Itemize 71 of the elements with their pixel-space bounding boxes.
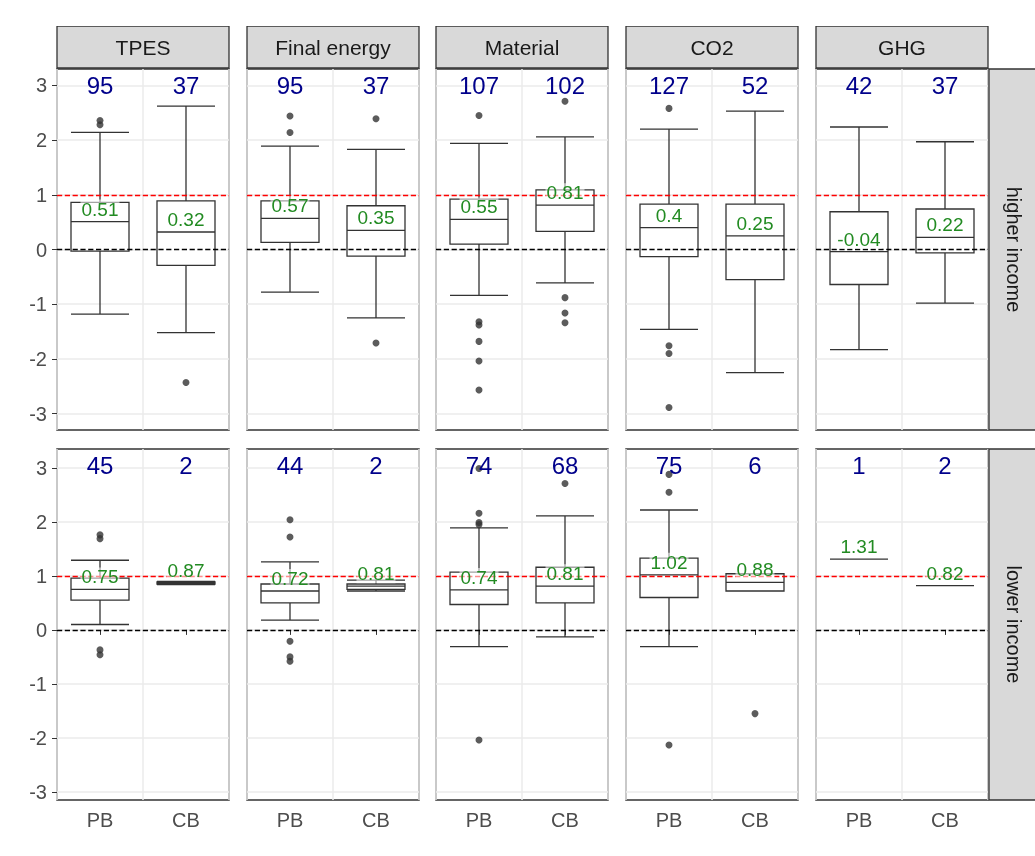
annotation: 45	[86, 451, 114, 479]
y-tick-label: -2	[29, 347, 47, 370]
y2-axis-title: higher income	[1003, 186, 1025, 313]
annotation: 74	[465, 451, 493, 479]
x-tick-label: CB	[362, 809, 390, 831]
annotation: 0.88	[736, 559, 774, 581]
y-tick-label: 2	[35, 510, 47, 533]
annotation: 2	[179, 451, 193, 479]
annotation: 44	[276, 451, 304, 479]
chart-title: CO2	[690, 36, 734, 59]
annotation: 107	[458, 71, 500, 99]
annotation: 95	[276, 71, 304, 99]
annotation: 0.25	[736, 212, 774, 234]
y-tick-label: 1	[35, 183, 47, 206]
chart-title: Final energy	[275, 36, 392, 59]
annotation: 0.75	[81, 566, 119, 588]
y-tick-label: 0	[35, 618, 47, 641]
annotation: 0.74	[460, 566, 498, 588]
x-tick-label: PB	[86, 809, 114, 831]
annotation: 127	[648, 71, 690, 99]
annotation: 0.82	[926, 562, 964, 584]
annotation: 0.57	[271, 195, 309, 217]
x-tick-label: PB	[465, 809, 493, 831]
y-tick-label: -2	[29, 726, 47, 749]
y-tick-label: -3	[29, 402, 47, 425]
annotation: 1	[852, 451, 866, 479]
annotation: 42	[845, 71, 873, 99]
chart-title: TPES	[115, 36, 171, 59]
annotation: 1.31	[840, 536, 878, 558]
y-tick-label: 3	[35, 456, 47, 479]
annotation: 37	[362, 71, 390, 99]
y-tick-label: 3	[35, 74, 47, 97]
chart-title: GHG	[878, 36, 926, 59]
x-tick-label: PB	[655, 809, 683, 831]
annotation: 6	[748, 451, 762, 479]
annotation: 102	[544, 71, 586, 99]
annotation: 0.4	[655, 204, 683, 226]
annotation: 0.72	[271, 568, 309, 590]
annotation: 2	[369, 451, 383, 479]
annotation: 37	[172, 71, 200, 99]
y-tick-label: -1	[29, 293, 47, 316]
y2-axis-title: lower income	[1003, 565, 1025, 684]
y-tick-label: 2	[35, 129, 47, 152]
annotation: 95	[86, 71, 114, 99]
annotation: 1.02	[650, 551, 688, 573]
x-tick-label: CB	[741, 809, 769, 831]
annotation: 0.81	[546, 182, 584, 204]
annotation: 75	[655, 451, 683, 479]
annotation: -0.04	[837, 228, 882, 250]
x-tick-label: PB	[845, 809, 873, 831]
annotation: 0.81	[357, 563, 395, 585]
annotation: 52	[741, 71, 769, 99]
y-tick-label: 0	[35, 238, 47, 261]
x-tick-label: PB	[276, 809, 304, 831]
x-tick-label: CB	[931, 809, 959, 831]
annotation: 0.81	[546, 563, 584, 585]
y-tick-label: 1	[35, 564, 47, 587]
annotation: 2	[938, 451, 952, 479]
annotation: 37	[931, 71, 959, 99]
y-tick-label: -3	[29, 780, 47, 803]
y-tick-label: -1	[29, 672, 47, 695]
annotation: 0.51	[81, 198, 119, 220]
x-tick-label: CB	[551, 809, 579, 831]
chart-title: Material	[484, 36, 560, 59]
x-tick-label: CB	[172, 809, 200, 831]
annotation: 0.32	[167, 209, 205, 230]
annotation: 0.87	[167, 559, 205, 581]
annotation: 0.55	[460, 196, 498, 218]
annotation: 68	[551, 451, 579, 479]
annotation: 0.35	[357, 207, 395, 229]
annotation: 0.22	[926, 214, 964, 236]
